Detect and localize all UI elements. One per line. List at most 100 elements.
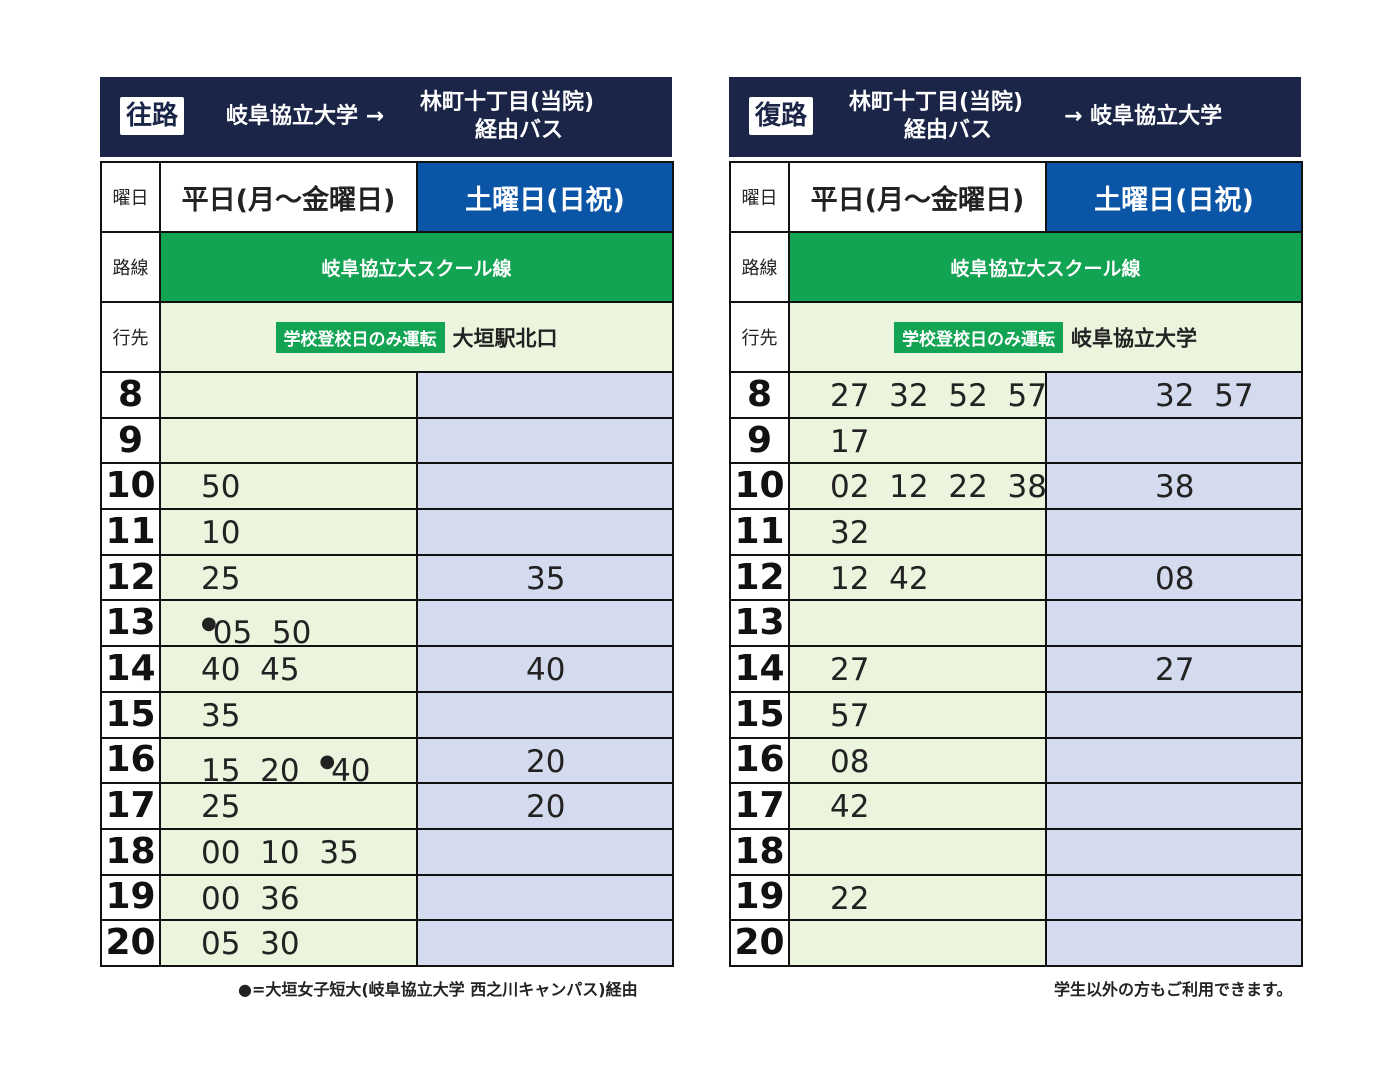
hour-row: 16 08 (729, 736, 1303, 785)
hour-row: 15 57 (729, 690, 1303, 739)
weekend-departures (416, 690, 674, 739)
hour-label: 14 (100, 645, 161, 693)
hour-row: 9 (100, 416, 674, 465)
departure-minute: 35 (319, 834, 359, 871)
hour-label: 18 (729, 827, 790, 876)
weekend-departures (416, 919, 674, 967)
departure-minute: 17 (830, 423, 870, 460)
hour-label: 16 (729, 736, 790, 785)
weekday-departures: 22 (788, 873, 1047, 922)
weekday-departures: 35 (159, 690, 418, 739)
hour-label: 18 (100, 827, 161, 876)
hour-label: 20 (100, 919, 161, 967)
weekend-departures (1045, 782, 1303, 830)
school-days-only-badge: 学校登校日のみ運転 (275, 321, 445, 353)
hour-label: 9 (729, 416, 790, 465)
hour-label: 8 (729, 371, 790, 419)
day-label: 曜日 (729, 161, 790, 233)
destination-name: 大垣駅北口 (452, 326, 558, 350)
hour-label: 17 (100, 782, 161, 830)
hour-row: 8 (100, 371, 674, 419)
hour-row: 13 (729, 599, 1303, 648)
departure-minute: 10 (201, 515, 241, 552)
departure-minute: 22 (830, 880, 870, 917)
hour-label: 11 (100, 508, 161, 556)
outbound-footnote: ●=大垣女子短大(岐阜協立大学 西之川キャンパス)経由 (238, 980, 638, 999)
weekend-departures: 27 (1045, 645, 1303, 693)
hour-label: 15 (729, 690, 790, 739)
destination-label: 行先 (729, 301, 790, 373)
hour-row: 18 (729, 827, 1303, 876)
return-banner: 復路 林町十丁目(当院) 経由バス → 岐阜協立大学 (729, 77, 1301, 157)
weekend-departures (1045, 736, 1303, 785)
departure-minute: 40 (526, 652, 566, 689)
weekend-departures: 20 (416, 782, 674, 830)
weekend-departures (1045, 599, 1303, 648)
weekend-departures (416, 508, 674, 556)
departure-minute: 57 (1214, 378, 1254, 414)
weekday-departures: ●05 50 (159, 599, 418, 648)
via-junior-college-dot-icon: ● (201, 613, 217, 635)
weekday-departures: 00 36 (159, 873, 418, 922)
hour-label: 19 (729, 873, 790, 922)
weekday-header: 平日(月〜金曜日) (788, 161, 1047, 233)
departure-minute: 36 (260, 880, 300, 917)
hour-label: 12 (100, 553, 161, 602)
departure-minute: 38 (1007, 469, 1046, 506)
hour-row: 12 25 35 (100, 553, 674, 602)
hour-label: 13 (729, 599, 790, 648)
departure-minute: 02 (830, 469, 870, 506)
hour-row: 8 27 32 52 57 32 57 (729, 371, 1303, 419)
return-title-destination: → 岐阜協立大学 (1064, 104, 1223, 129)
departure-minute: 38 (1155, 469, 1195, 506)
departure-minute: 27 (830, 652, 870, 689)
school-days-only-badge: 学校登校日のみ運転 (894, 321, 1063, 353)
departure-minute: 32 (1155, 378, 1195, 414)
departure-minute: 52 (948, 378, 988, 414)
destination-label: 行先 (100, 301, 161, 373)
hour-label: 15 (100, 690, 161, 739)
hour-row: 19 22 (729, 873, 1303, 922)
weekend-departures: 38 (1045, 462, 1303, 511)
departure-minute: 10 (260, 834, 300, 871)
weekend-header: 土曜日(日祝) (416, 161, 674, 233)
hour-label: 11 (729, 508, 790, 556)
weekday-departures: 00 10 35 (159, 827, 418, 876)
departure-minute: 35 (201, 697, 241, 734)
hour-label: 8 (100, 371, 161, 419)
hour-label: 16 (100, 736, 161, 785)
departure-minute: 42 (889, 560, 929, 597)
departure-minute: 25 (201, 789, 241, 826)
via-junior-college-dot-icon: ● (319, 750, 336, 772)
hour-label: 20 (729, 919, 790, 967)
hour-row: 10 50 (100, 462, 674, 511)
departure-minute: 45 (260, 652, 300, 689)
hour-row: 18 00 10 35 (100, 827, 674, 876)
weekend-departures (1045, 919, 1303, 967)
departure-minute: 20 (526, 743, 566, 780)
hour-row: 17 25 20 (100, 782, 674, 830)
weekday-departures: 42 (788, 782, 1047, 830)
weekday-departures (788, 827, 1047, 876)
return-timetable: 曜日 平日(月〜金曜日) 土曜日(日祝) 路線 岐阜協立大スクール線 行先 学校… (729, 161, 1303, 967)
weekend-departures: 40 (416, 645, 674, 693)
departure-minute: 00 (201, 834, 241, 871)
hour-row: 12 12 42 08 (729, 553, 1303, 602)
outbound-panel: 往路 岐阜協立大学 → 林町十丁目(当院) 経由バス 曜日 平日(月〜金曜日) … (100, 77, 674, 999)
departure-minute: 30 (260, 926, 300, 963)
weekday-departures: 10 (159, 508, 418, 556)
outbound-timetable: 曜日 平日(月〜金曜日) 土曜日(日祝) 路線 岐阜協立大スクール線 行先 学校… (100, 161, 674, 967)
weekend-header: 土曜日(日祝) (1045, 161, 1303, 233)
weekday-departures (159, 371, 418, 419)
hour-row: 17 42 (729, 782, 1303, 830)
departure-minute: 00 (201, 880, 241, 917)
return-panel: 復路 林町十丁目(当院) 経由バス → 岐阜協立大学 曜日 平日(月〜金曜日) … (729, 77, 1303, 999)
hour-row: 10 02 12 22 38 38 (729, 462, 1303, 511)
weekend-departures (416, 827, 674, 876)
weekday-departures: 05 30 (159, 919, 418, 967)
hour-row: 11 32 (729, 508, 1303, 556)
weekday-departures: 27 32 52 57 (788, 371, 1047, 419)
hour-label: 12 (729, 553, 790, 602)
outbound-title-origin: 岐阜協立大学 → (226, 104, 385, 129)
departure-minute: 32 (830, 515, 870, 552)
